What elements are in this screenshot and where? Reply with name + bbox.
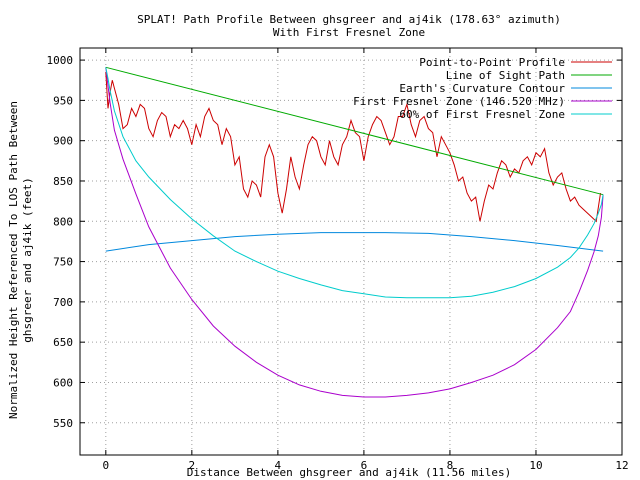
- legend-label: Earth's Curvature Contour: [399, 82, 565, 95]
- y-axis-label: Normalized Height Referenced To LOS Path…: [7, 101, 20, 419]
- y-tick-label: 700: [53, 296, 73, 309]
- chart-subtitle: With First Fresnel Zone: [273, 26, 425, 39]
- legend-label: Line of Sight Path: [446, 69, 565, 82]
- series-line-3: [105, 232, 604, 252]
- y-tick-label: 550: [53, 417, 73, 430]
- legend-label: First Fresnel Zone (146.520 MHz): [353, 95, 565, 108]
- series-line-1: [105, 72, 601, 223]
- series-line-4: [105, 67, 604, 398]
- series-lines: [105, 66, 604, 398]
- y-tick-label: 800: [53, 215, 73, 228]
- x-axis-label: Distance Between ghsgreer and aj4ik (11.…: [187, 466, 512, 479]
- x-tick-label: 8: [447, 459, 454, 472]
- y-tick-label: 750: [53, 256, 73, 269]
- series-line-2: [105, 66, 604, 196]
- x-tick-label: 10: [529, 459, 542, 472]
- legend-label: 60% of First Fresnel Zone: [399, 108, 565, 121]
- plot-frame: [79, 47, 623, 456]
- y-tick-label: 650: [53, 336, 73, 349]
- axis-ticks: 0 2 4 6 8 10 12 550 600 650 700 750 800 850 900 950 1000: [47, 48, 629, 472]
- chart-title: SPLAT! Path Profile Between ghsgreer and…: [137, 13, 561, 26]
- x-tick-label: 2: [189, 459, 196, 472]
- x-tick-label: 6: [361, 459, 368, 472]
- y-tick-label: 900: [53, 135, 73, 148]
- x-tick-label: 12: [615, 459, 628, 472]
- x-tick-label: 0: [102, 459, 109, 472]
- y-tick-label: 600: [53, 376, 73, 389]
- legend-label: Point-to-Point Profile: [419, 56, 565, 69]
- y-tick-label: 1000: [47, 54, 74, 67]
- series-line-5: [105, 67, 604, 299]
- y-tick-label: 850: [53, 175, 73, 188]
- y-axis-label-line2: ghsgreer and aj4ik (feet): [21, 177, 34, 343]
- y-tick-label: 950: [53, 94, 73, 107]
- x-tick-label: 4: [275, 459, 282, 472]
